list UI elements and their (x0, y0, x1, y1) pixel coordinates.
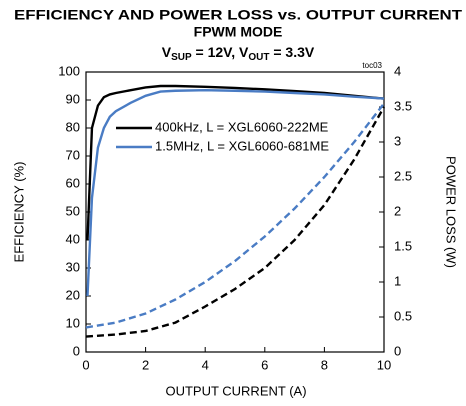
x-tick-label: 4 (202, 357, 209, 372)
y-tick-label: 0 (73, 343, 80, 358)
legend-label: 400kHz, L = XGL6060-222ME (155, 119, 329, 134)
y2-tick-label: 1.5 (394, 238, 412, 253)
y-tick-label: 20 (66, 287, 80, 302)
y2-tick-label: 0.5 (394, 308, 412, 323)
x-tick-label: 2 (142, 357, 149, 372)
y-tick-label: 90 (66, 91, 80, 106)
y2-tick-label: 4 (394, 63, 401, 78)
y2-tick-label: 3 (394, 133, 401, 148)
x-tick-label: 8 (321, 357, 328, 372)
y2-tick-label: 0 (394, 343, 401, 358)
y-tick-label: 100 (58, 63, 80, 78)
series-line (85, 106, 386, 338)
subtitle-part: OUT (248, 52, 269, 63)
series-line (86, 88, 385, 297)
chart-subtitle: VSUP = 12V, VOUT = 3.3V (162, 44, 315, 63)
y-tick-label: 80 (66, 119, 80, 134)
y2-tick-label: 1 (394, 273, 401, 288)
x-tick-label: 6 (261, 357, 268, 372)
chart-title: EFFICIENCY AND POWER LOSS vs. OUTPUT CUR… (14, 7, 463, 23)
y-tick-label: 70 (66, 147, 80, 162)
y2-tick-label: 2 (394, 203, 401, 218)
y-tick-label: 40 (66, 231, 80, 246)
subtitle-part: = 12V, V (192, 44, 249, 60)
plot-frame (85, 71, 385, 353)
y-tick-label: 60 (66, 175, 80, 190)
y-tick-label: 30 (66, 259, 80, 274)
subtitle-part: V (162, 44, 172, 60)
y-axis-label: EFFICIENCY (%) (11, 162, 26, 263)
series-line (85, 102, 385, 329)
y-tick-label: 10 (66, 315, 80, 330)
legend-label: 1.5MHz, L = XGL6060-681ME (155, 138, 329, 153)
subtitle-part: SUP (171, 52, 192, 63)
x-axis-label: OUTPUT CURRENT (A) (165, 383, 306, 398)
x-tick-label: 10 (377, 357, 391, 372)
subtitle-part: = 3.3V (269, 44, 314, 60)
y2-axis-label: POWER LOSS (W) (444, 156, 459, 268)
chart-title: FPWM MODE (194, 24, 283, 40)
y2-tick-label: 3.5 (394, 98, 412, 113)
y2-tick-label: 2.5 (394, 168, 412, 183)
series-line (86, 84, 385, 241)
legend-bg (110, 118, 342, 158)
x-tick-label: 0 (82, 357, 89, 372)
annotation: toc03 (362, 61, 382, 70)
y-tick-label: 50 (66, 203, 80, 218)
